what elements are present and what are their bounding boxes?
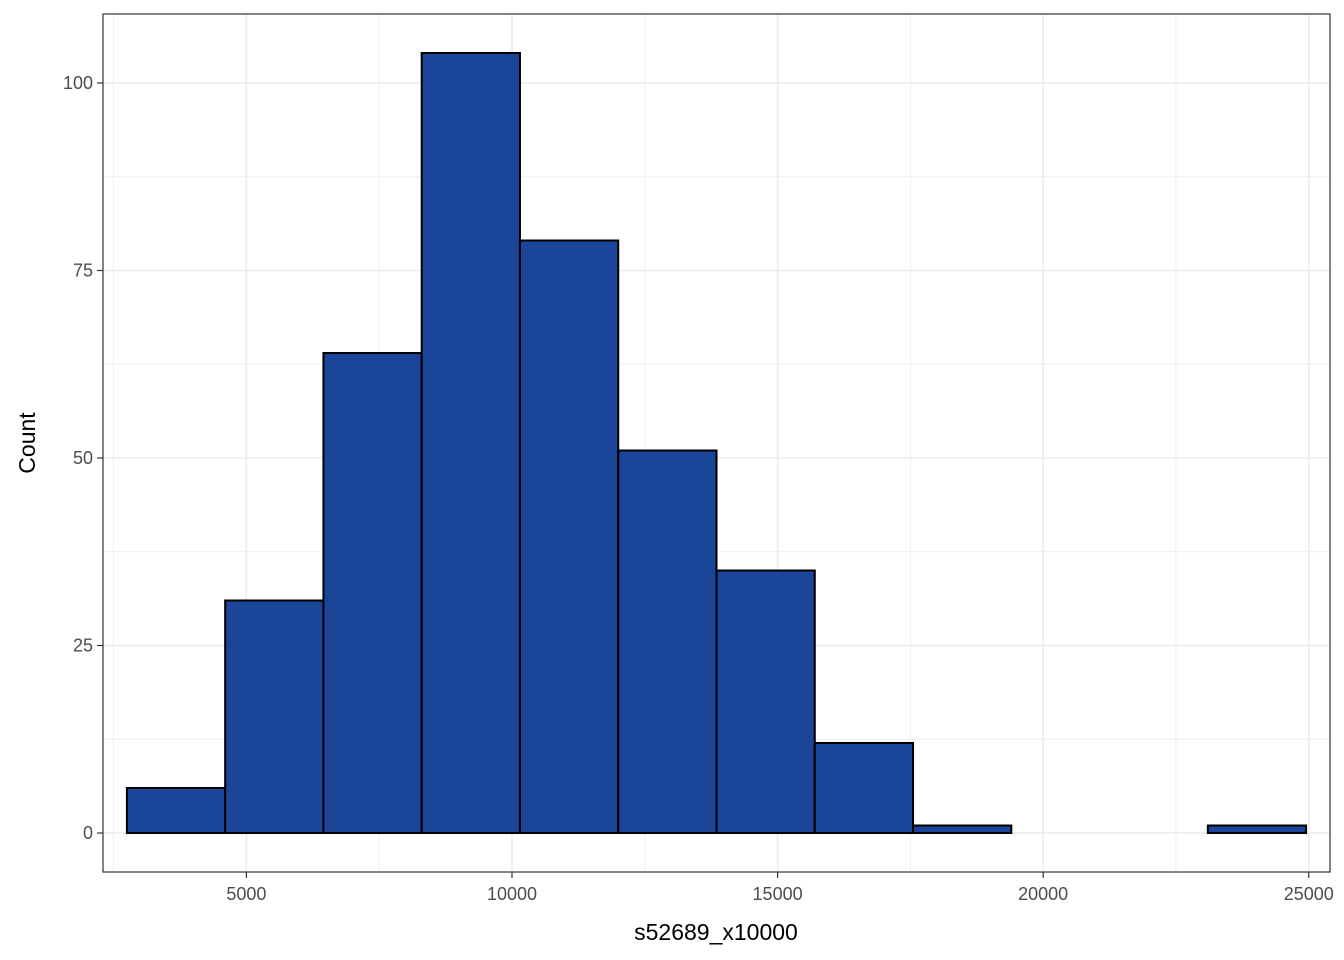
x-tick-label: 15000: [753, 884, 803, 904]
x-axis-ticks: 5000 10000 15000 20000 25000: [226, 872, 1334, 904]
histogram-bar-2: [224, 599, 325, 834]
histogram-bar-7: [715, 569, 816, 834]
histogram-bar-4: [420, 52, 521, 834]
panel-border: [102, 13, 1331, 873]
y-tick-label: 25: [73, 636, 93, 656]
x-tick-label: 10000: [487, 884, 537, 904]
y-axis-title: Count: [14, 412, 40, 474]
histogram-bar-12: [1206, 824, 1308, 834]
x-tick-label: 5000: [226, 884, 266, 904]
x-tick-label: 20000: [1018, 884, 1068, 904]
histogram-bar-8: [813, 742, 915, 834]
x-tick-label: 25000: [1284, 884, 1334, 904]
x-axis-title: s52689_x10000: [634, 919, 798, 945]
histogram-bar-1: [125, 787, 227, 834]
histogram-bar-3: [322, 352, 423, 834]
histogram-bar-5: [518, 239, 620, 834]
y-axis-ticks: 0 25 50 75 100: [63, 73, 103, 843]
y-tick-label: 0: [83, 823, 93, 843]
histogram-bar-9: [912, 824, 1013, 834]
y-tick-label: 100: [63, 73, 93, 93]
y-tick-label: 75: [73, 261, 93, 281]
histogram-bar-6: [617, 449, 718, 834]
y-tick-label: 50: [73, 448, 93, 468]
bars: [125, 52, 1308, 834]
